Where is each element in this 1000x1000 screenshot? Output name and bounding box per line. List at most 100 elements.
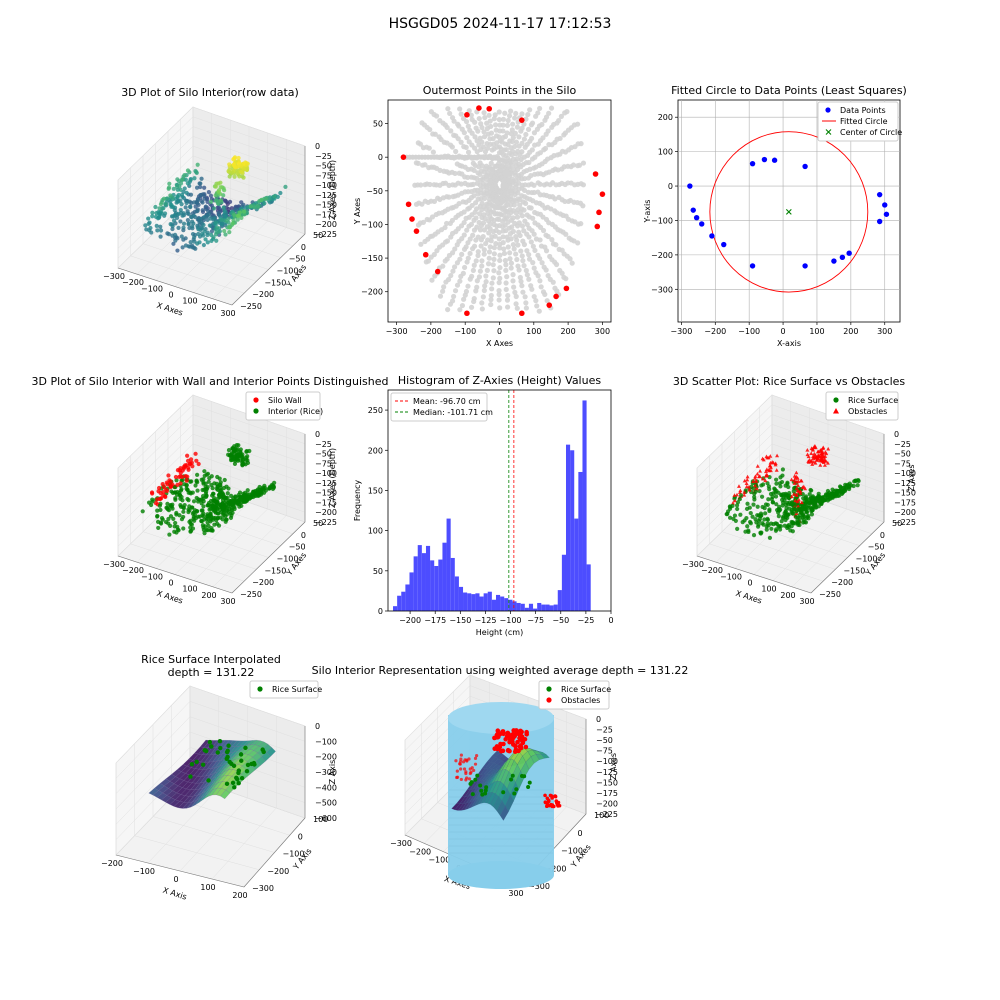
data-point <box>762 517 767 522</box>
gray-point <box>483 273 489 279</box>
y-tick-label: −50 <box>366 187 383 196</box>
grid-line <box>759 494 872 535</box>
data-point <box>793 496 798 501</box>
data-point <box>733 518 738 524</box>
legend-entry: Data Points <box>840 106 886 115</box>
plot-height-histogram: −200 −175 −150 −125 −100 −75 −50 −25 0 0 50 100 150 2… <box>353 374 614 637</box>
gray-point <box>519 253 525 259</box>
y-tick-label: −200 <box>831 578 853 587</box>
gray-point <box>521 241 527 248</box>
gray-point <box>450 194 456 200</box>
data-point <box>224 218 229 223</box>
data-point <box>227 162 232 167</box>
data-point <box>226 447 232 453</box>
data-point <box>259 197 264 202</box>
gray-point <box>531 182 537 188</box>
gray-point <box>493 240 499 247</box>
gray-point <box>481 192 487 198</box>
legend-entry: Rice Surface <box>561 685 611 694</box>
data-point <box>231 501 236 506</box>
gray-point <box>493 127 499 133</box>
histogram-bar <box>553 604 558 611</box>
x-tick-label: −300 <box>682 560 704 569</box>
grid-line <box>180 206 293 247</box>
circle-center-marker <box>785 208 792 215</box>
obstacle-point <box>515 739 520 745</box>
data-point <box>221 205 226 210</box>
data-point <box>171 186 176 191</box>
gray-point <box>575 240 581 246</box>
z-tick-label: −25 <box>315 440 332 449</box>
data-point <box>760 504 765 510</box>
data-point <box>752 494 757 500</box>
gray-point <box>525 126 532 133</box>
gray-point <box>443 279 449 285</box>
gray-point <box>567 256 573 262</box>
data-point <box>202 196 207 201</box>
data-point <box>168 193 173 198</box>
gray-point <box>476 115 482 122</box>
gray-point <box>532 247 538 254</box>
obstacle-point <box>459 753 463 757</box>
obstacle-point <box>459 767 463 771</box>
data-point <box>806 516 811 521</box>
rice-surface-point <box>227 759 232 765</box>
y-tick-label: 100 <box>594 811 609 820</box>
x-tick-label: 300 <box>220 597 235 606</box>
data-point <box>165 231 170 236</box>
histogram-bar <box>454 576 459 611</box>
gray-point <box>556 118 562 124</box>
y-tick-label: −200 <box>252 290 274 299</box>
gray-point <box>548 105 555 111</box>
data-point <box>746 529 751 535</box>
histogram-bar <box>475 593 480 611</box>
data-point <box>184 478 189 483</box>
data-point <box>158 490 163 496</box>
data-point <box>278 190 283 196</box>
gray-point <box>478 121 484 127</box>
gray-point <box>508 260 515 266</box>
obstacle-point <box>800 485 805 489</box>
data-point <box>802 163 808 170</box>
gray-point <box>441 284 447 290</box>
obstacle-point <box>500 748 506 754</box>
histogram-bar <box>463 592 468 611</box>
x-tick-label: −25 <box>577 616 594 625</box>
gray-point <box>481 247 487 253</box>
x-tick-label: 100 <box>761 585 776 594</box>
data-point <box>213 184 218 189</box>
data-point <box>172 524 177 529</box>
obstacle-point <box>507 748 512 754</box>
chart-title: Rice Surface Interpolated <box>141 653 281 666</box>
data-point <box>192 235 197 240</box>
grid-line <box>117 424 194 498</box>
data-point <box>185 181 190 186</box>
chart-title: Fitted Circle to Data Points (Least Squa… <box>671 84 907 97</box>
data-point <box>178 496 183 501</box>
data-point <box>271 484 276 489</box>
histogram-bar <box>537 602 542 611</box>
data-point <box>178 488 184 493</box>
histogram-bar <box>438 559 443 611</box>
x-tick-label: 200 <box>843 327 858 336</box>
data-point <box>163 519 169 525</box>
gray-point <box>510 272 516 278</box>
data-point <box>224 512 230 517</box>
grid-line <box>115 701 191 779</box>
gray-point <box>552 196 558 202</box>
gray-point <box>430 131 436 137</box>
data-point <box>205 516 210 522</box>
histogram-bar <box>434 565 439 611</box>
data-point <box>797 522 802 528</box>
data-point <box>753 517 758 522</box>
obstacle-point <box>821 445 826 450</box>
obstacle-point <box>813 455 818 460</box>
data-point <box>183 205 188 210</box>
gray-point <box>453 214 459 221</box>
gray-point <box>478 237 484 243</box>
x-tick-label: 0 <box>168 579 173 588</box>
y-tick-label: −100 <box>651 216 673 225</box>
data-point <box>171 516 176 521</box>
obstacle-point <box>823 450 828 454</box>
z-tick-label: −100 <box>315 181 337 190</box>
